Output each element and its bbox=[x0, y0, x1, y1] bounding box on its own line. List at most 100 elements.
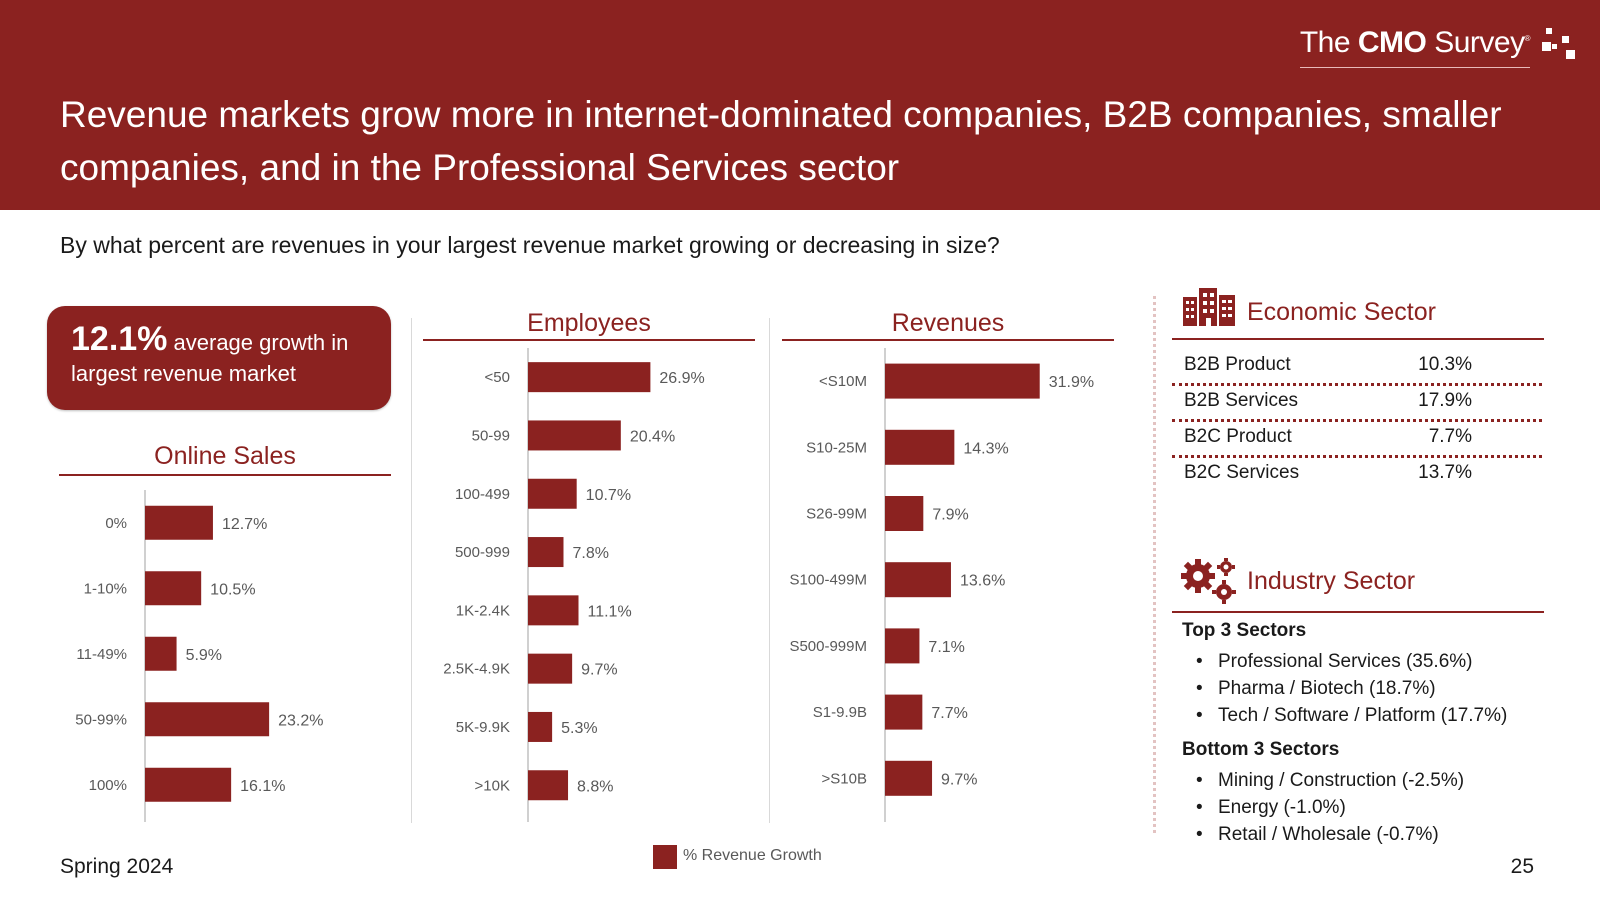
category-label: 1K-2.4K bbox=[456, 602, 510, 619]
data-label: 14.3% bbox=[963, 440, 1008, 457]
data-label: 8.8% bbox=[577, 778, 613, 795]
data-label: 5.3% bbox=[561, 720, 597, 737]
logo-text-cmo: CMO bbox=[1357, 26, 1427, 59]
cmo-survey-logo: The CMO Survey® bbox=[1299, 26, 1575, 68]
category-label: <S10M bbox=[819, 373, 867, 390]
survey-question: By what percent are revenues in your lar… bbox=[60, 232, 1000, 258]
employees-chart: <50 26.9% 50-99 20.4% 100-499 10.7% 500-999 7.8… bbox=[443, 348, 705, 822]
category-label: S26-99M bbox=[806, 506, 867, 523]
bar bbox=[145, 571, 202, 606]
data-label: 7.8% bbox=[572, 545, 608, 562]
data-label: 7.1% bbox=[928, 639, 964, 656]
economic-row-value: 17.9% bbox=[1418, 390, 1472, 411]
economic-sector-table: B2B Product 10.3% B2B Services 17.9% B2C… bbox=[1172, 350, 1542, 494]
industry-sector-rule bbox=[1172, 611, 1544, 613]
divider-middle bbox=[769, 318, 770, 823]
legend-swatch bbox=[653, 845, 677, 869]
revenues-title: Revenues bbox=[891, 309, 1005, 337]
bar bbox=[528, 653, 573, 684]
category-label: 100-499 bbox=[455, 486, 510, 503]
bar bbox=[528, 478, 577, 509]
data-label: 31.9% bbox=[1049, 374, 1094, 391]
category-label: 0% bbox=[105, 515, 127, 532]
category-label: 1-10% bbox=[84, 580, 127, 597]
online-sales-rule bbox=[59, 474, 391, 476]
bar bbox=[528, 420, 621, 451]
bar bbox=[528, 711, 553, 742]
category-label: >10K bbox=[475, 777, 510, 794]
list-item: Energy (-1.0%) bbox=[1182, 794, 1572, 821]
economic-sector-heading: Economic Sector bbox=[1247, 298, 1436, 326]
bar bbox=[885, 363, 1040, 399]
average-growth-text-line2: largest revenue market bbox=[71, 361, 296, 386]
data-label: 13.6% bbox=[960, 573, 1005, 590]
bar bbox=[145, 636, 177, 671]
page-number: 25 bbox=[1510, 855, 1534, 878]
logo-text-the: The bbox=[1299, 26, 1358, 59]
economic-sector-rule bbox=[1172, 338, 1544, 340]
data-label: 11.1% bbox=[588, 603, 632, 620]
revenues-rule bbox=[782, 339, 1114, 341]
employees-title: Employees bbox=[527, 309, 651, 337]
online-sales-title: Online Sales bbox=[154, 442, 296, 470]
category-label: 100% bbox=[89, 777, 127, 794]
buildings-icon bbox=[1183, 288, 1235, 326]
bar bbox=[885, 496, 924, 531]
bar bbox=[528, 770, 569, 801]
bar bbox=[885, 628, 920, 664]
category-label: <50 bbox=[485, 369, 510, 386]
bar bbox=[885, 562, 951, 598]
category-label: 2.5K-4.9K bbox=[443, 661, 510, 678]
bottom-sectors-label: Bottom 3 Sectors bbox=[1182, 739, 1340, 760]
bar bbox=[885, 429, 955, 465]
category-label: 500-999 bbox=[455, 544, 510, 561]
category-label: 11-49% bbox=[76, 646, 127, 663]
economic-row-name: B2C Services bbox=[1184, 462, 1300, 483]
bar bbox=[528, 362, 651, 393]
list-item: Tech / Software / Platform (17.7%) bbox=[1182, 702, 1572, 729]
legend-label: % Revenue Growth bbox=[683, 847, 822, 864]
bar bbox=[885, 694, 923, 730]
logo-text-survey: Survey bbox=[1426, 26, 1525, 59]
category-label: 5K-9.9K bbox=[456, 719, 510, 736]
list-item: Retail / Wholesale (-0.7%) bbox=[1182, 821, 1572, 848]
economic-row-value: 7.7% bbox=[1428, 426, 1472, 447]
category-label: 50-99% bbox=[75, 711, 127, 728]
logo-registered-mark: ® bbox=[1524, 34, 1531, 43]
data-label: 23.2% bbox=[278, 712, 323, 729]
category-label: S500-999M bbox=[789, 638, 867, 655]
data-label: 10.7% bbox=[586, 487, 631, 504]
industry-sector-list: Top 3 Sectors Professional Services (35.… bbox=[1182, 620, 1572, 858]
top-sectors-label: Top 3 Sectors bbox=[1182, 620, 1307, 641]
list-item: Mining / Construction (-2.5%) bbox=[1182, 767, 1572, 794]
economic-row-value: 10.3% bbox=[1418, 354, 1472, 375]
data-label: 9.7% bbox=[941, 771, 977, 788]
data-label: 12.7% bbox=[222, 516, 267, 533]
economic-row: B2B Services 17.9% bbox=[1172, 386, 1542, 422]
list-item: Pharma / Biotech (18.7%) bbox=[1182, 675, 1572, 702]
average-growth-callout: 12.1% average growth in largest revenue … bbox=[47, 306, 391, 410]
slide-title: Revenue markets grow more in internet-do… bbox=[60, 94, 1502, 188]
footer-date: Spring 2024 bbox=[60, 855, 174, 878]
industry-sector-heading: Industry Sector bbox=[1247, 567, 1416, 595]
header-band: The CMO Survey® Revenue markets grow mor… bbox=[0, 0, 1600, 210]
economic-row-value: 13.7% bbox=[1418, 462, 1472, 483]
category-label: >S10B bbox=[822, 770, 867, 787]
category-label: S1-9.9B bbox=[813, 704, 867, 721]
data-label: 16.1% bbox=[240, 778, 285, 795]
data-label: 26.9% bbox=[659, 370, 704, 387]
category-label: S10-25M bbox=[806, 439, 867, 456]
divider-left bbox=[411, 318, 412, 823]
economic-row: B2C Services 13.7% bbox=[1172, 458, 1542, 494]
data-label: 7.7% bbox=[931, 705, 967, 722]
category-label: S100-499M bbox=[789, 572, 867, 589]
bar bbox=[528, 595, 579, 626]
data-label: 7.9% bbox=[932, 507, 968, 524]
top-sectors-list: Professional Services (35.6%) Pharma / B… bbox=[1182, 648, 1572, 729]
bar bbox=[145, 767, 232, 802]
bar bbox=[528, 537, 564, 568]
economic-row-name: B2B Product bbox=[1184, 354, 1291, 375]
bottom-sectors-list: Mining / Construction (-2.5%) Energy (-1… bbox=[1182, 767, 1572, 848]
logo-underline bbox=[1299, 67, 1530, 68]
bar bbox=[145, 505, 213, 540]
